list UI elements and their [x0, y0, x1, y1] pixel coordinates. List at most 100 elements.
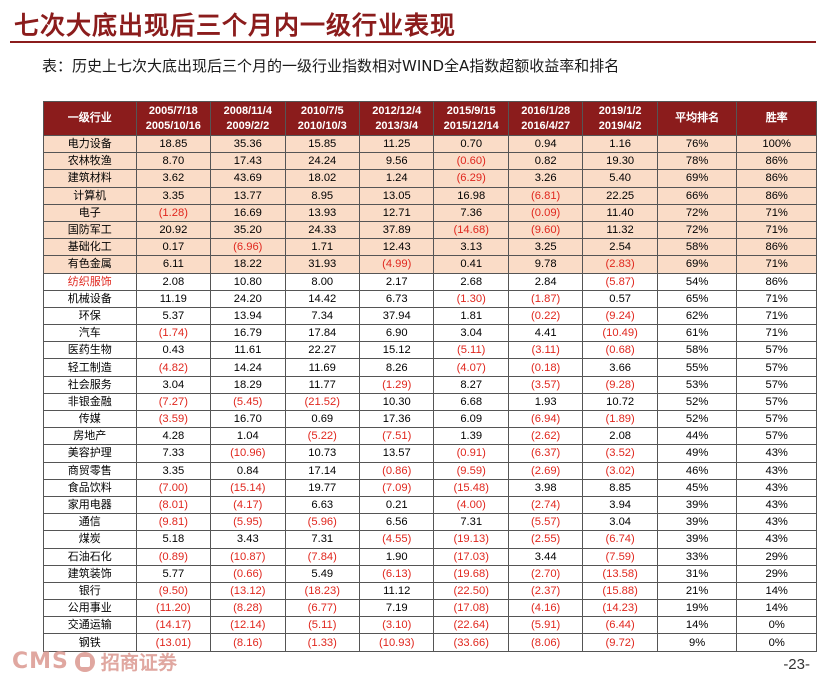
excess-return-cell: (1.29)	[358, 375, 435, 394]
excess-return-cell: 15.85	[284, 134, 361, 154]
avg-rank-cell: 61%	[656, 324, 738, 343]
excess-return-cell: 4.28	[135, 427, 212, 446]
excess-return-cell: (6.37)	[507, 444, 584, 463]
table-row: 石油石化 (0.89) (10.87) (7.84) 1.90 (17.03) 3.44 (7…	[43, 547, 817, 566]
excess-return-cell: (5.22)	[284, 427, 361, 446]
excess-return-cell: 0.43	[135, 341, 212, 360]
excess-return-cell: 8.85	[582, 478, 658, 497]
period-end: 2015/12/14	[443, 119, 499, 132]
header-period: 2019/1/2 2019/4/2	[582, 101, 658, 136]
excess-return-cell: 7.31	[433, 513, 509, 532]
excess-return-cell: (7.27)	[135, 392, 212, 412]
avg-rank-cell: 66%	[656, 186, 738, 205]
period-end: 2016/4/27	[521, 119, 571, 132]
excess-return-cell: 1.04	[210, 427, 286, 446]
excess-return-cell: (9.72)	[582, 633, 658, 652]
excess-return-cell: 22.25	[582, 186, 658, 205]
excess-return-cell: (4.17)	[210, 495, 286, 515]
excess-return-cell: (2.70)	[507, 564, 584, 583]
table-row: 建筑装饰 5.77 (0.66) 5.49 (6.13) (19.68) (2.70) (13…	[43, 564, 817, 583]
excess-return-cell: (6.77)	[284, 599, 361, 618]
excess-return-cell: 13.94	[210, 306, 286, 326]
industry-name-cell: 电力设备	[43, 134, 137, 154]
avg-rank-cell: 14%	[656, 616, 738, 635]
excess-return-cell: (17.03)	[433, 547, 509, 566]
brand-logo: CMS 招商证券	[12, 648, 177, 675]
excess-return-cell: 9.78	[507, 255, 584, 274]
excess-return-cell: (6.29)	[433, 169, 509, 188]
excess-return-cell: 0.17	[135, 238, 212, 257]
avg-rank-cell: 45%	[656, 478, 738, 497]
period-start: 2008/11/4	[223, 104, 272, 117]
excess-return-cell: 3.98	[507, 478, 584, 497]
table-row: 计算机 3.35 13.77 8.95 13.05 16.98 (6.81) 22.25 66%…	[43, 186, 817, 205]
table-header-row: 一级行业 2005/7/18 2005/10/16 2008/11/4 2009/2…	[43, 101, 817, 136]
industry-name-cell: 钢铁	[43, 633, 137, 652]
excess-return-cell: 6.56	[358, 513, 435, 532]
table-row: 商贸零售 3.35 0.84 17.14 (0.86) (9.59) (2.69) (3.02…	[43, 461, 817, 480]
industry-name-cell: 社会服务	[43, 375, 137, 394]
excess-return-cell: (0.09)	[507, 203, 584, 222]
excess-return-cell: (0.60)	[433, 152, 509, 171]
excess-return-cell: (0.91)	[433, 444, 509, 463]
excess-return-cell: (33.66)	[433, 633, 509, 652]
title-divider	[10, 41, 816, 43]
excess-return-cell: 13.05	[358, 186, 435, 205]
win-rate-cell: 86%	[736, 186, 817, 205]
win-rate-cell: 57%	[736, 358, 817, 377]
excess-return-cell: (3.02)	[582, 461, 658, 480]
excess-return-cell: (0.18)	[507, 358, 584, 377]
excess-return-cell: 1.90	[358, 547, 435, 566]
excess-return-cell: 6.09	[433, 409, 509, 429]
win-rate-cell: 71%	[736, 255, 817, 274]
table-body: 电力设备 18.85 35.36 15.85 11.25 0.70 0.94 1.16 76% 1…	[43, 134, 817, 652]
excess-return-cell: 17.43	[210, 152, 286, 171]
excess-return-cell: (6.74)	[582, 530, 658, 549]
excess-return-cell: (7.59)	[582, 547, 658, 566]
win-rate-cell: 57%	[736, 427, 817, 446]
excess-return-cell: 0.70	[433, 134, 509, 154]
excess-return-cell: 18.29	[210, 375, 286, 394]
excess-return-cell: (9.81)	[135, 513, 212, 532]
excess-return-cell: 5.49	[284, 564, 361, 583]
excess-return-cell: 1.71	[284, 238, 361, 257]
win-rate-cell: 86%	[736, 272, 817, 291]
win-rate-cell: 43%	[736, 478, 817, 497]
excess-return-cell: (22.64)	[433, 616, 509, 635]
industry-name-cell: 煤炭	[43, 530, 137, 549]
table-row: 农林牧渔 8.70 17.43 24.24 9.56 (0.60) 0.82 19.30 78%…	[43, 152, 817, 171]
excess-return-cell: 4.41	[507, 324, 584, 343]
avg-rank-cell: 52%	[656, 392, 738, 412]
industry-name-cell: 石油石化	[43, 547, 137, 566]
excess-return-cell: (10.96)	[210, 444, 286, 463]
excess-return-cell: 11.19	[135, 289, 212, 308]
excess-return-cell: (7.51)	[358, 427, 435, 446]
excess-return-cell: (4.82)	[135, 358, 212, 377]
excess-return-cell: 0.69	[284, 409, 361, 429]
excess-return-cell: 16.98	[433, 186, 509, 205]
avg-rank-cell: 54%	[656, 272, 738, 291]
win-rate-cell: 71%	[736, 306, 817, 326]
excess-return-cell: (0.86)	[358, 461, 435, 480]
win-rate-cell: 43%	[736, 461, 817, 480]
excess-return-cell: (3.59)	[135, 409, 212, 429]
excess-return-cell: 0.41	[433, 255, 509, 274]
excess-return-cell: 3.04	[582, 513, 658, 532]
excess-return-cell: (8.16)	[210, 633, 286, 652]
excess-return-cell: (13.58)	[582, 564, 658, 583]
excess-return-cell: (8.28)	[210, 599, 286, 618]
excess-return-cell: (14.68)	[433, 220, 509, 240]
logo-chinese-name: 招商证券	[100, 652, 177, 674]
excess-return-cell: 3.66	[582, 358, 658, 377]
header-period: 2015/9/15 2015/12/14	[433, 101, 509, 136]
excess-return-cell: (10.49)	[582, 324, 658, 343]
avg-rank-cell: 52%	[656, 409, 738, 429]
table-row: 美容护理 7.33 (10.96) 10.73 13.57 (0.91) (6.37) (3.…	[43, 444, 817, 463]
excess-return-cell: (10.93)	[358, 633, 435, 652]
excess-return-cell: (1.74)	[135, 324, 212, 343]
excess-return-cell: (8.06)	[507, 633, 584, 652]
table-caption: 表：历史上七次大底出现后三个月的一级行业指数相对WIND全A指数超额收益率和排名	[42, 57, 620, 75]
period-start: 2012/12/4	[372, 104, 422, 117]
win-rate-cell: 43%	[736, 495, 817, 515]
excess-return-cell: (7.00)	[135, 478, 212, 497]
